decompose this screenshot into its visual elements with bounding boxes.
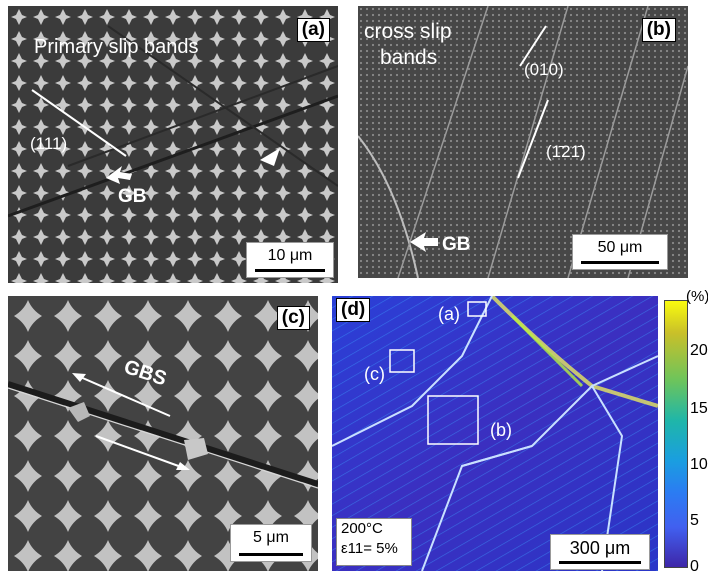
panel-a: Primary slip bands (111) GB (a) 10 μm	[8, 6, 338, 283]
panel-d: (d) (a) (c) (b) 200°C ε11= 5% 300 μm	[332, 296, 658, 571]
colorbar-tick-10: 10	[690, 456, 708, 473]
panel-d-strain: ε11= 5%	[341, 540, 398, 557]
panel-c: GBS (c) 5 μm	[8, 296, 318, 571]
panel-a-plane-label: (111)	[30, 134, 68, 153]
colorbar-tick-5: 5	[690, 512, 699, 529]
panel-d-scale-bar-line	[559, 561, 641, 564]
panel-b-gb-label: GB	[442, 234, 471, 255]
panel-b-scalebar: 50 μm	[572, 234, 668, 270]
panel-c-tag: (c)	[276, 306, 310, 330]
panel-b: cross slip bands (010) (1̄21̄) GB (b) 50…	[358, 6, 688, 278]
panel-d-scalebar: 300 μm	[550, 534, 650, 570]
panel-c-scale-label: 5 μm	[253, 529, 289, 546]
panel-c-sem-image	[8, 296, 318, 571]
panel-a-tag: (a)	[296, 18, 330, 42]
panel-d-roi-c-label: (c)	[364, 364, 385, 384]
panel-a-scalebar: 10 μm	[246, 242, 334, 278]
panel-b-plane1-label: (010)	[524, 60, 564, 79]
panel-b-scale-bar-line	[581, 261, 659, 264]
panel-d-roi-a-label: (a)	[438, 304, 460, 324]
panel-b-tag: (b)	[641, 18, 676, 42]
panel-b-plane2-label: (1̄21̄)	[546, 142, 586, 161]
panel-d-scale-label: 300 μm	[569, 538, 631, 558]
panel-b-scale-label: 50 μm	[597, 239, 643, 256]
colorbar-tick-15: 15	[690, 400, 708, 417]
panel-a-scale-label: 10 μm	[267, 247, 313, 264]
colorbar	[664, 300, 688, 568]
panel-b-title-line1: cross slip	[364, 20, 452, 43]
colorbar-tick-20: 20	[690, 342, 708, 359]
colorbar-unit: (%)	[686, 288, 708, 305]
panel-a-gb-label: GB	[118, 186, 147, 207]
panel-b-title-line2: bands	[380, 46, 438, 69]
panel-d-tag: (d)	[336, 298, 371, 322]
panel-d-roi-b-label: (b)	[490, 420, 512, 440]
panel-d-temperature: 200°C	[341, 520, 383, 537]
panel-d-conditions-box: 200°C ε11= 5%	[336, 518, 412, 566]
panel-a-scale-bar-line	[255, 269, 325, 272]
panel-a-sem-image	[8, 6, 338, 283]
panel-c-scale-bar-line	[239, 553, 303, 556]
colorbar-tick-0: 0	[690, 558, 699, 575]
panel-a-title: Primary slip bands	[34, 36, 199, 58]
panel-c-scalebar: 5 μm	[230, 524, 312, 562]
